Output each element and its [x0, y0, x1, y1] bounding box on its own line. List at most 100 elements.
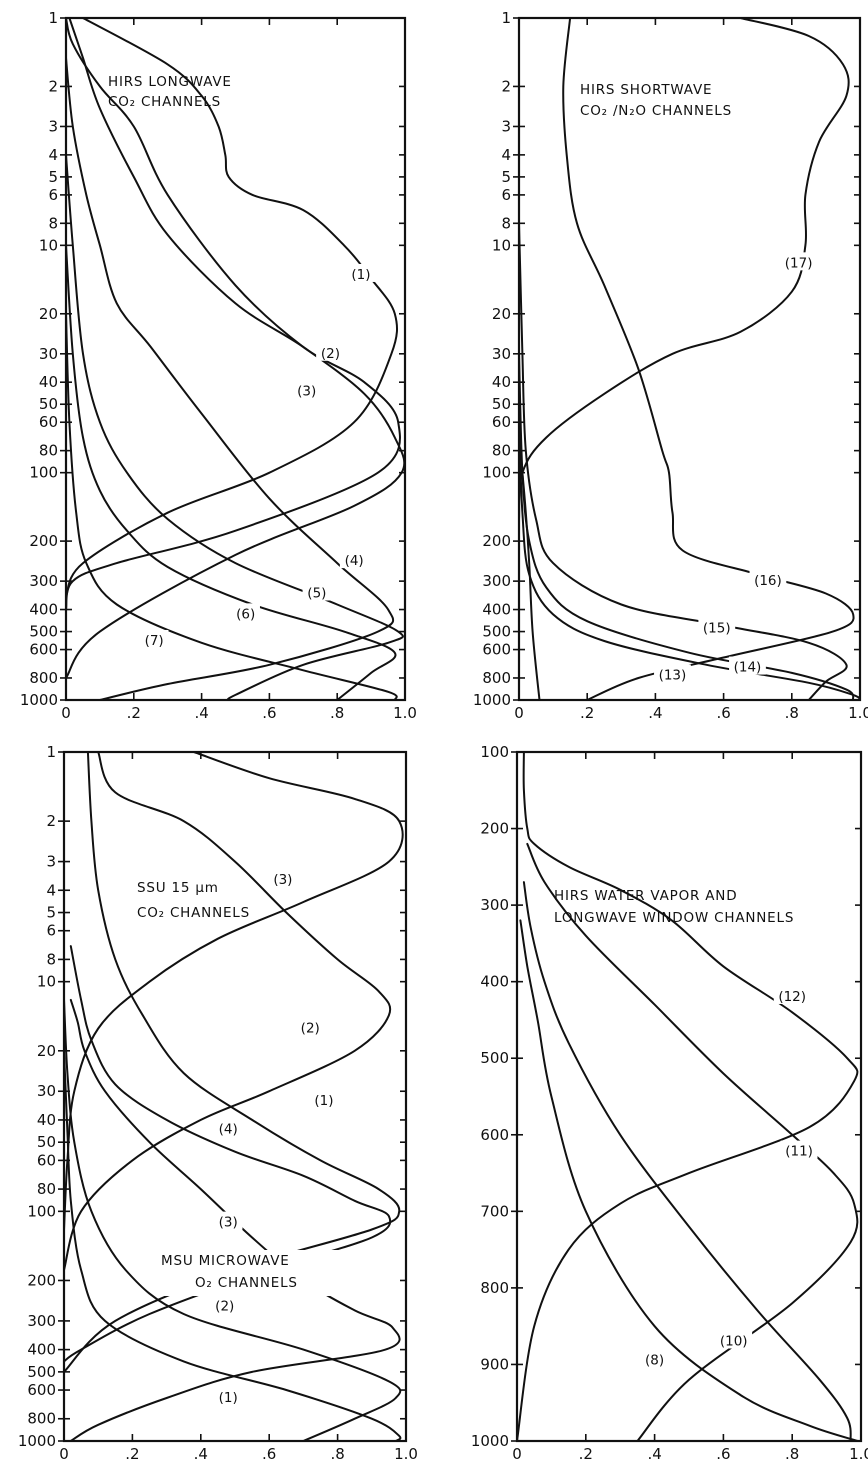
y-tick-label: 30	[492, 345, 511, 363]
curve-label-bg	[698, 617, 736, 636]
curve-label-bg	[640, 1349, 669, 1368]
series-line	[63, 751, 404, 1231]
x-tick-label: 0	[512, 1445, 522, 1463]
series-line	[65, 312, 398, 701]
y-tick-label: 60	[492, 413, 511, 431]
series-line	[518, 222, 848, 701]
y-tick-label: 8	[46, 950, 56, 968]
curve-label-bg	[715, 1330, 753, 1349]
y-tick-label: 100	[29, 464, 58, 482]
curve-label: (11)	[785, 1144, 813, 1160]
curve-label-bg	[213, 1118, 243, 1137]
curve-label: (6)	[236, 606, 255, 622]
series-line	[562, 17, 855, 701]
curve-label-bg	[210, 1295, 240, 1314]
x-tick-label: .6	[716, 704, 730, 722]
y-tick-label: 100	[27, 1202, 56, 1220]
series-line	[65, 17, 406, 679]
curve-label-bg	[749, 570, 787, 589]
series-line	[63, 1049, 402, 1442]
curve-label: (1)	[314, 1093, 333, 1109]
y-tick-label: 500	[27, 1363, 56, 1381]
curve-label-bg	[139, 629, 169, 648]
y-tick-label: 800	[480, 1279, 509, 1297]
x-tick-label: 1.0	[849, 1445, 868, 1463]
curve-label: (4)	[219, 1121, 238, 1137]
y-tick-label: 30	[37, 1082, 56, 1100]
y-tick-label: 1	[501, 9, 511, 27]
x-tick-label: .2	[125, 1445, 139, 1463]
curve-label: (5)	[307, 585, 326, 601]
y-tick-label: 4	[46, 881, 56, 899]
y-tick-label: 10	[37, 973, 56, 991]
y-tick-label: 200	[482, 532, 511, 550]
y-tick-label: 800	[27, 1410, 56, 1428]
y-tick-label: 30	[39, 345, 58, 363]
y-tick-label: 50	[37, 1133, 56, 1151]
x-tick-label: 0	[61, 704, 71, 722]
y-tick-label: 400	[27, 1341, 56, 1359]
curve-label-bg	[302, 582, 332, 601]
y-tick-label: 80	[39, 442, 58, 460]
curve-label: (14)	[734, 660, 762, 676]
x-tick-label: .8	[785, 1445, 799, 1463]
plot-frame	[64, 16, 407, 702]
x-tick-label: .2	[579, 1445, 593, 1463]
y-tick-label: 8	[48, 214, 58, 232]
y-tick-label: 100	[482, 464, 511, 482]
series-line	[521, 471, 541, 701]
curve-label-bg	[780, 252, 818, 271]
y-tick-label: 300	[480, 896, 509, 914]
curve-label-bg	[295, 1017, 325, 1036]
y-tick-label: 50	[39, 395, 58, 413]
y-tick-label: 300	[29, 572, 58, 590]
plot-frame	[517, 16, 862, 702]
y-tick-label: 60	[39, 413, 58, 431]
y-tick-label: 4	[501, 146, 511, 164]
y-tick-label: 1000	[473, 691, 511, 709]
curve-label-bg	[292, 380, 321, 399]
x-tick-label: .4	[648, 704, 662, 722]
curve-label-bg	[231, 603, 260, 622]
curve-label: (2)	[215, 1299, 234, 1315]
y-tick-label: 500	[29, 623, 58, 641]
y-tick-label: 600	[29, 641, 58, 659]
curve-label: (3)	[219, 1215, 238, 1231]
panel-title: SSU 15 μm CO₂ CHANNELS	[137, 880, 250, 921]
curve-label: (2)	[321, 346, 340, 362]
curve-label-bg	[309, 1089, 339, 1108]
curve-label-bg	[213, 1211, 243, 1230]
x-tick-label: .2	[127, 704, 141, 722]
y-tick-label: 2	[46, 812, 56, 830]
curve-label-bg	[268, 868, 298, 887]
x-tick-label: 1.0	[848, 704, 868, 722]
y-tick-label: 80	[37, 1180, 56, 1198]
curve-label: (1)	[351, 267, 370, 283]
y-tick-label: 1	[46, 743, 56, 761]
y-tick-label: 20	[492, 305, 511, 323]
series-line	[63, 945, 392, 1363]
curve-label-bg	[339, 550, 369, 569]
y-tick-label: 1000	[471, 1432, 509, 1450]
curve-label: (8)	[645, 1353, 664, 1369]
panel-annotation: MSU MICROWAVE O₂ CHANNELS	[161, 1253, 298, 1291]
curve-label: (12)	[778, 989, 806, 1005]
y-tick-label: 500	[482, 623, 511, 641]
y-tick-label: 300	[482, 572, 511, 590]
annotation-bg	[157, 1250, 373, 1296]
series-line	[65, 57, 395, 701]
curve-label: (15)	[703, 621, 731, 637]
y-tick-label: 800	[482, 669, 511, 687]
x-tick-label: 0	[514, 704, 524, 722]
y-tick-label: 800	[29, 669, 58, 687]
series-line	[65, 244, 397, 701]
x-tick-label: .6	[262, 1445, 276, 1463]
curve-label: (17)	[785, 255, 813, 271]
y-tick-label: 6	[501, 186, 511, 204]
y-tick-label: 600	[27, 1381, 56, 1399]
y-tick-label: 60	[37, 1151, 56, 1169]
curve-label: (2)	[301, 1021, 320, 1037]
y-tick-label: 600	[480, 1126, 509, 1144]
